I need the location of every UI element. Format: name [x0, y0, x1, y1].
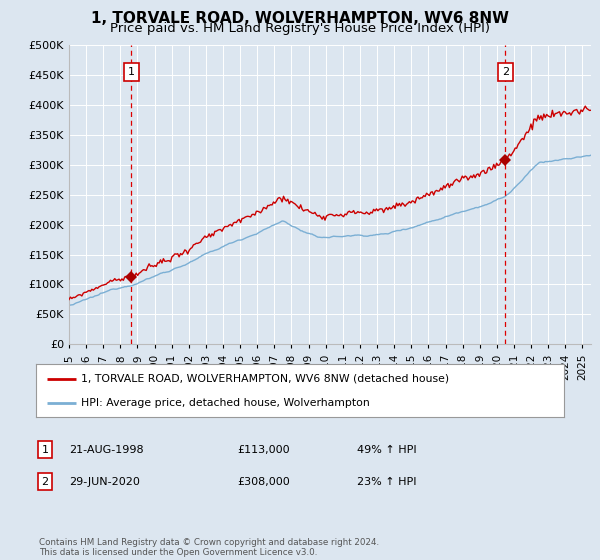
Text: 1: 1	[128, 67, 135, 77]
Text: 23% ↑ HPI: 23% ↑ HPI	[357, 477, 416, 487]
Text: £308,000: £308,000	[237, 477, 290, 487]
Text: Contains HM Land Registry data © Crown copyright and database right 2024.
This d: Contains HM Land Registry data © Crown c…	[39, 538, 379, 557]
Text: 1, TORVALE ROAD, WOLVERHAMPTON, WV6 8NW: 1, TORVALE ROAD, WOLVERHAMPTON, WV6 8NW	[91, 11, 509, 26]
Text: 29-JUN-2020: 29-JUN-2020	[69, 477, 140, 487]
Text: 49% ↑ HPI: 49% ↑ HPI	[357, 445, 416, 455]
Text: HPI: Average price, detached house, Wolverhampton: HPI: Average price, detached house, Wolv…	[81, 398, 370, 408]
Text: £113,000: £113,000	[237, 445, 290, 455]
Text: Price paid vs. HM Land Registry's House Price Index (HPI): Price paid vs. HM Land Registry's House …	[110, 22, 490, 35]
Text: 2: 2	[502, 67, 509, 77]
Text: 1: 1	[41, 445, 49, 455]
Text: 1, TORVALE ROAD, WOLVERHAMPTON, WV6 8NW (detached house): 1, TORVALE ROAD, WOLVERHAMPTON, WV6 8NW …	[81, 374, 449, 384]
Text: 2: 2	[41, 477, 49, 487]
Text: 21-AUG-1998: 21-AUG-1998	[69, 445, 143, 455]
